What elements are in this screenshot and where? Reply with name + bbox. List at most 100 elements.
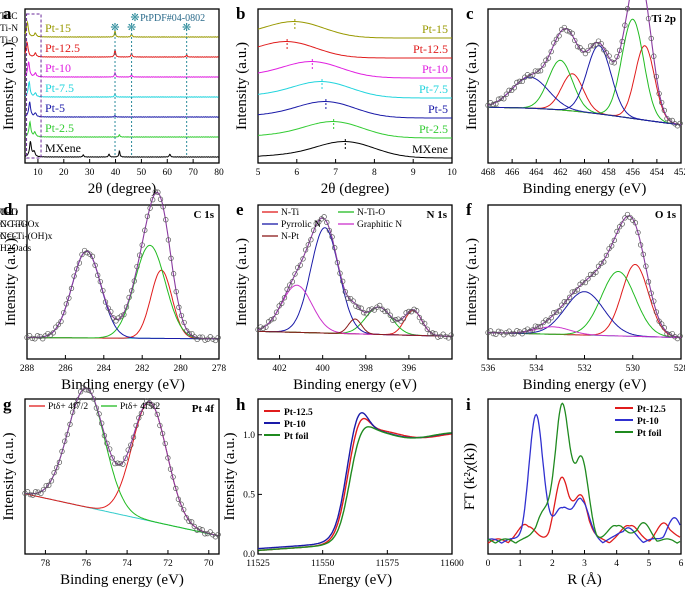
data-point bbox=[194, 527, 200, 533]
panel-label: g bbox=[3, 395, 12, 414]
data-point bbox=[603, 50, 610, 56]
x-tick-label: 400 bbox=[316, 364, 331, 374]
data-point bbox=[598, 40, 604, 47]
data-point bbox=[89, 253, 96, 259]
data-point bbox=[561, 299, 567, 305]
y-axis-label: Intensity (a.u.) bbox=[234, 238, 250, 326]
data-point bbox=[390, 317, 396, 323]
data-point bbox=[91, 396, 97, 402]
data-point bbox=[35, 489, 41, 495]
data-point bbox=[334, 259, 341, 266]
data-point bbox=[159, 430, 166, 437]
data-point bbox=[121, 311, 127, 318]
x-tick-label: 402 bbox=[272, 364, 287, 374]
data-point bbox=[191, 523, 197, 530]
panel-label: e bbox=[236, 200, 244, 219]
x-tick-label: 10 bbox=[33, 168, 43, 178]
data-point bbox=[114, 460, 121, 466]
series-label: Pt-2.5 bbox=[45, 121, 74, 135]
y-tick-label: 1.0 bbox=[243, 431, 255, 441]
data-point bbox=[622, 22, 628, 28]
data-point bbox=[664, 331, 670, 337]
data-point bbox=[157, 196, 164, 202]
data-point bbox=[93, 405, 100, 411]
data-point bbox=[498, 329, 504, 335]
legend-label: C=C bbox=[0, 232, 18, 242]
data-point bbox=[587, 271, 594, 278]
y-axis-label: FT (k²χ(k)) bbox=[462, 443, 478, 510]
x-tick-label: 280 bbox=[173, 364, 188, 374]
panel-c: c Ti-C Ti-N Ti-O Ti 2p 468 466 464 462 460 458 456 4… bbox=[0, 0, 685, 197]
component-Ptδ+ 4f7/2 bbox=[24, 401, 219, 537]
data-point bbox=[75, 397, 81, 403]
data-point bbox=[569, 30, 575, 36]
data-point bbox=[59, 448, 65, 455]
data-point bbox=[545, 55, 552, 61]
reference-legend-marker: ❋ bbox=[130, 12, 139, 24]
data-point bbox=[616, 47, 623, 53]
panel-a: a MXene Pt-2.5 Pt-5 Pt-7.5 Pt-10 Pt-12.5 Pt-15 ❋… bbox=[1, 4, 224, 197]
series-line-Pt-12.5 bbox=[24, 40, 219, 58]
data-point bbox=[92, 262, 98, 268]
data-point bbox=[69, 409, 76, 415]
data-point bbox=[601, 259, 607, 265]
data-point bbox=[490, 330, 496, 337]
data-point bbox=[212, 337, 219, 344]
data-point bbox=[432, 330, 438, 337]
series-line-MXene bbox=[24, 141, 219, 158]
data-point bbox=[149, 402, 155, 408]
data-point bbox=[136, 252, 143, 258]
data-point bbox=[287, 282, 293, 288]
data-point bbox=[609, 243, 615, 249]
y-tick-label: 0.5 bbox=[243, 490, 255, 500]
data-point bbox=[619, 221, 625, 227]
plot-frame bbox=[487, 8, 682, 164]
data-point bbox=[524, 72, 531, 78]
data-point bbox=[490, 101, 496, 108]
data-point bbox=[422, 320, 428, 327]
data-point bbox=[160, 204, 166, 210]
data-point bbox=[640, 251, 646, 257]
data-point bbox=[321, 214, 327, 220]
component-Ti-N bbox=[488, 18, 682, 126]
data-point bbox=[424, 326, 430, 332]
data-point bbox=[659, 99, 665, 106]
panel-d: dC-Ti C-Ti-O C=C C 1s 288 286 284 282 280 278 Bind… bbox=[0, 189, 226, 393]
y-axis-label: Intensity (a.u.) bbox=[3, 238, 19, 326]
series-label: Pt-12.5 bbox=[413, 42, 448, 56]
data-point bbox=[435, 334, 441, 340]
data-point bbox=[537, 324, 544, 330]
x-tick-label: 1 bbox=[518, 559, 523, 569]
data-point bbox=[100, 287, 106, 294]
reference-marker: ❋ bbox=[127, 22, 136, 34]
data-point bbox=[414, 308, 420, 314]
data-point bbox=[84, 250, 90, 256]
data-point bbox=[131, 278, 137, 284]
data-point bbox=[141, 403, 147, 409]
core-level-title: O 1s bbox=[655, 209, 677, 221]
data-point bbox=[58, 318, 64, 325]
data-point bbox=[535, 323, 541, 330]
data-point bbox=[653, 309, 660, 315]
data-point bbox=[176, 304, 182, 310]
data-point bbox=[516, 78, 523, 84]
data-point bbox=[178, 501, 184, 507]
series-label: Pt-7.5 bbox=[45, 81, 74, 95]
data-point bbox=[361, 310, 367, 316]
legend-label: Pt foil bbox=[637, 429, 662, 439]
data-point bbox=[585, 276, 591, 282]
legend-label: Pt-10 bbox=[284, 420, 306, 430]
data-point bbox=[112, 460, 118, 467]
data-point bbox=[300, 256, 306, 262]
core-level-title: N 1s bbox=[427, 209, 448, 221]
data-point bbox=[157, 422, 163, 429]
data-point bbox=[197, 334, 203, 340]
data-point bbox=[107, 446, 113, 452]
data-point bbox=[96, 411, 102, 417]
x-tick-label: 464 bbox=[529, 168, 544, 178]
data-point bbox=[371, 307, 378, 313]
data-point bbox=[548, 48, 554, 55]
data-point bbox=[580, 47, 586, 54]
panel-label: d bbox=[3, 200, 13, 219]
panel-b: b MXene Pt-2.5 Pt-5 Pt-7.5 Pt-10 Pt-12.5 Pt-15 5… bbox=[234, 4, 457, 197]
